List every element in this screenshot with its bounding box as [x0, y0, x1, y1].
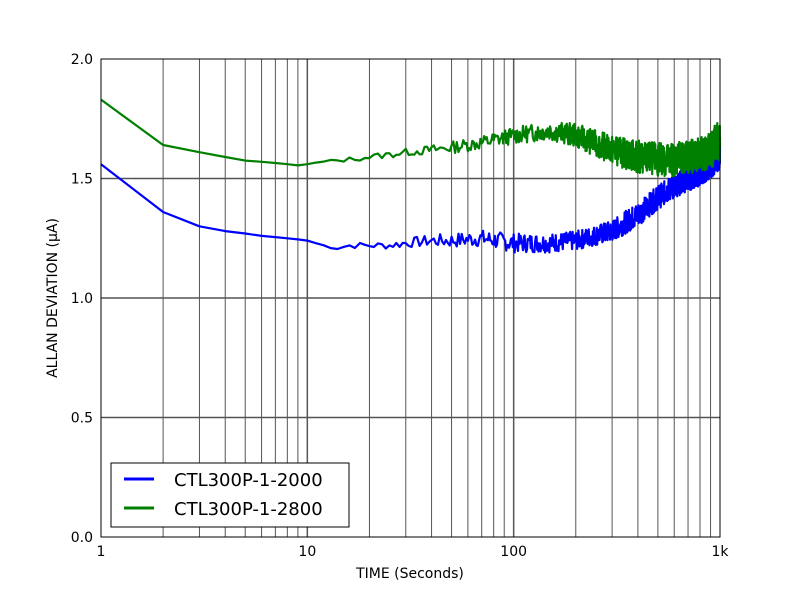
grid-lines [101, 59, 720, 537]
legend-label-1: CTL300P-1-2000 [174, 470, 323, 491]
x-tick-label: 1 [97, 544, 106, 560]
y-axis-ticks: 0.0 0.5 1.0 1.5 2.0 [71, 52, 93, 546]
y-tick-label: 1.5 [71, 172, 93, 188]
series-line-2 [100, 98, 722, 178]
x-axis-ticks: 1 10 100 1k [97, 544, 730, 560]
legend: CTL300P-1-2000 CTL300P-1-2800 [110, 462, 350, 528]
x-tick-label: 10 [298, 544, 316, 560]
y-tick-label: 1.0 [71, 291, 93, 307]
plot-frame [100, 58, 721, 538]
y-tick-label: 0.5 [71, 411, 93, 427]
legend-box [110, 462, 350, 528]
y-tick-label: 2.0 [71, 52, 93, 68]
x-axis-label: TIME (Seconds) [355, 566, 464, 582]
x-tick-label: 1k [711, 544, 729, 560]
data-series [100, 98, 722, 254]
legend-label-2: CTL300P-1-2800 [174, 499, 323, 520]
x-tick-label: 100 [500, 544, 527, 560]
y-axis-label: ALLAN DEVIATION (µA) [45, 218, 61, 378]
y-tick-label: 0.0 [71, 530, 93, 546]
